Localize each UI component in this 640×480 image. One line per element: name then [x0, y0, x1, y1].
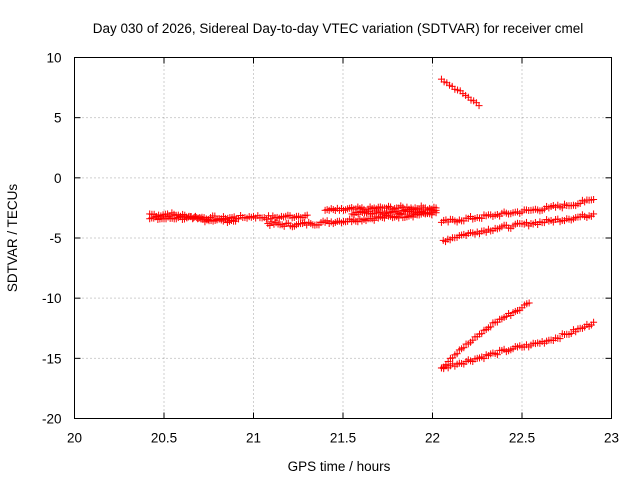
- tick-layer: 20 20.5 21 21.5 22 22.5 23 10 5 0 -5 -10 -15 -20: [42, 51, 619, 446]
- x-tick-label: 23: [604, 431, 619, 446]
- y-tick-label: -10: [42, 291, 62, 306]
- data-point: [590, 210, 598, 218]
- data-point: [453, 350, 461, 358]
- data-point: [266, 221, 274, 229]
- x-tick-label: 22.5: [509, 431, 535, 446]
- data-point: [475, 102, 483, 110]
- y-axis-label: SDTVAR / TECUs: [5, 184, 20, 293]
- data-point: [493, 351, 501, 359]
- x-axis-label: GPS time / hours: [288, 459, 391, 474]
- x-tick-label: 20: [67, 431, 82, 446]
- x-tick-label: 21: [246, 431, 261, 446]
- data-point: [487, 323, 495, 331]
- data-points: [146, 75, 598, 373]
- y-tick-label: 0: [54, 171, 62, 186]
- x-tick-label: 21.5: [330, 431, 356, 446]
- data-point: [262, 215, 270, 223]
- data-point: [567, 330, 575, 338]
- x-tick-label: 20.5: [151, 431, 177, 446]
- data-point: [590, 195, 598, 203]
- data-point: [590, 318, 598, 326]
- data-point: [525, 299, 533, 307]
- data-point: [478, 214, 486, 222]
- x-tick-label: 22: [425, 431, 440, 446]
- y-tick-label: 10: [46, 51, 61, 66]
- y-tick-label: -20: [42, 412, 62, 427]
- data-point: [558, 204, 566, 212]
- data-point: [303, 211, 311, 219]
- y-tick-label: 5: [54, 111, 62, 126]
- data-point: [221, 214, 229, 222]
- plot-frame: [74, 57, 612, 419]
- data-point: [556, 335, 564, 343]
- y-tick-label: -5: [49, 231, 61, 246]
- data-point: [460, 344, 468, 352]
- data-point: [232, 217, 240, 225]
- chart-title: Day 030 of 2026, Sidereal Day-to-day VTE…: [93, 21, 583, 36]
- y-tick-label: -15: [42, 351, 62, 366]
- data-point: [480, 355, 488, 363]
- grid-layer: [74, 57, 612, 419]
- data-point: [432, 206, 440, 214]
